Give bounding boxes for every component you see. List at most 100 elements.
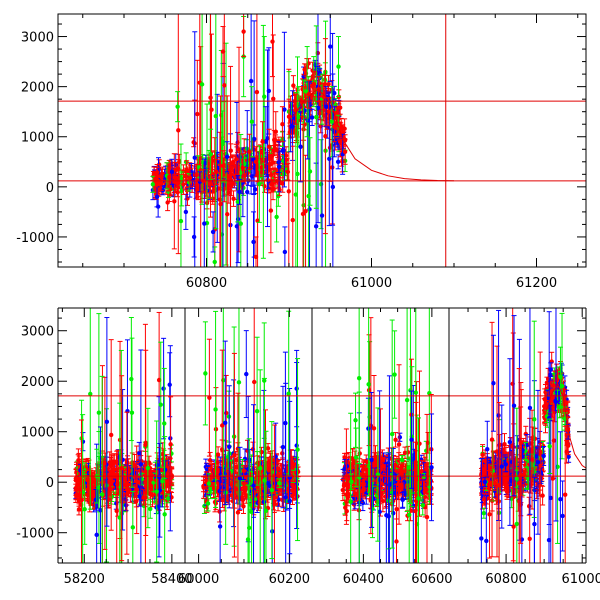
series-points [154,14,346,267]
data-point [165,200,170,205]
model-curve [292,88,455,182]
data-point [172,179,178,185]
data-point [268,208,274,213]
data-point [115,480,120,486]
data-point [288,124,293,129]
data-point [255,218,260,223]
data-point [235,199,241,205]
data-point [154,489,159,494]
data-point [175,104,180,109]
data-point [254,89,260,95]
data-point [309,115,315,120]
data-point [162,467,168,472]
data-point [183,174,188,179]
data-point [251,239,256,245]
data-point [323,104,329,109]
y-tick-label: 2000 [21,81,54,96]
data-point [210,229,216,235]
data-point [94,532,99,538]
data-point [210,196,215,201]
data-point [208,95,213,100]
data-point [149,473,155,478]
x-tick-label: 60800 [186,276,227,291]
data-point [82,507,87,512]
top-panel: 60800 61000 61200 -1000 0 1000 2000 3000 [16,13,587,291]
data-point [302,108,307,113]
data-point [145,465,151,471]
data-point [199,82,205,87]
data-point [166,471,171,477]
data-point [160,171,165,176]
data-point [222,83,227,88]
data-point [286,189,291,194]
data-point [172,199,177,204]
data-point [129,376,134,382]
data-point [191,234,197,240]
series-points [150,16,341,267]
data-point [141,495,146,500]
data-point [125,408,130,414]
data-point [329,119,335,124]
data-point [154,194,160,200]
data-point [138,462,144,467]
data-point [248,78,254,84]
data-point [156,474,162,479]
data-point [196,164,201,170]
y-tick-label: 0 [46,181,54,196]
data-point [114,508,119,514]
y-tick-label: 1000 [21,131,54,146]
data-point [124,480,130,486]
x-tick-label: 61200 [516,276,557,291]
data-point [257,181,262,187]
data-point [194,172,199,178]
data-point [127,468,132,474]
data-point [176,128,181,133]
data-point [335,159,341,165]
data-point [179,188,184,194]
data-point [274,214,279,220]
data-point [134,487,139,492]
data-point [158,402,163,407]
data-point [337,139,343,144]
x-tick-label: 58400 [151,572,192,587]
data-point [323,133,328,139]
data-point [245,189,250,195]
segment-1: 58200 58400 [57,307,193,587]
data-point [213,113,219,119]
x-tick-label: 61000 [351,276,392,291]
data-point [75,492,80,498]
data-point [340,130,345,135]
data-point [318,181,324,187]
data-point [258,165,264,170]
data-point [237,189,242,195]
data-point [143,442,148,448]
data-point [342,149,348,154]
data-point [165,496,171,501]
data-point [108,432,114,438]
data-point [79,497,84,503]
data-point [319,213,325,218]
data-point [175,190,180,195]
data-point [280,122,285,127]
data-point [225,212,230,217]
y-tick-label: -1000 [16,231,54,246]
data-point [168,442,173,447]
data-point [271,96,276,101]
data-point [174,167,179,172]
data-point [119,465,124,471]
data-point [283,153,289,158]
data-point [295,171,300,177]
data-point [155,463,160,468]
data-point [214,169,219,175]
data-point [240,165,245,171]
data-point [281,148,286,153]
segment-2: 60000 60200 [178,307,312,587]
data-point [158,180,164,186]
x-tick-label: 58200 [64,572,105,587]
data-point [150,182,156,187]
data-point [148,491,153,496]
data-point [234,157,239,162]
data-point [85,478,91,483]
data-point [207,181,212,187]
